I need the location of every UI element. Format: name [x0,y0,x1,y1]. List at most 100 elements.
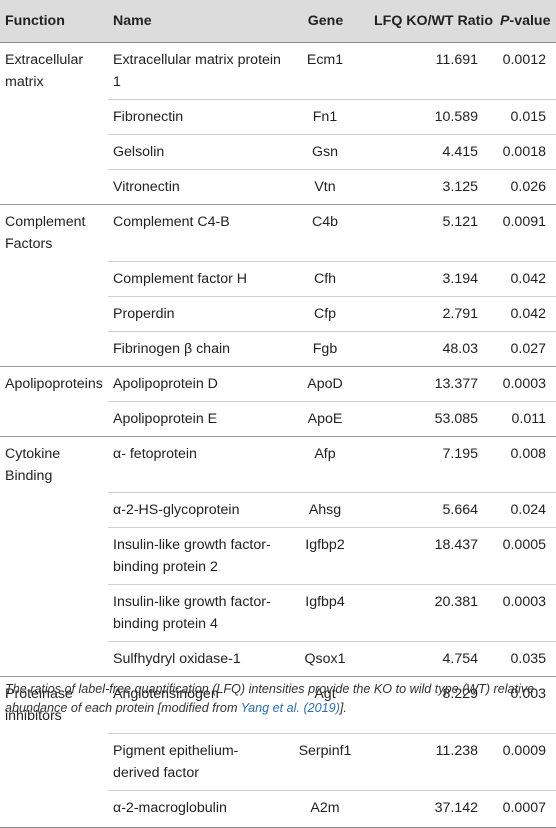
caption-text: The ratios of label-free quantification … [5,682,535,715]
caption-end: ]. [339,701,347,715]
cell-function: Complement Factors [0,204,108,261]
table-row: Gelsolin Gsn 4.415 0.0018 [0,134,556,170]
cell-ratio: 7.195 [364,435,492,493]
cell-ratio: 4.754 [364,641,492,677]
header-p-rest: -value [509,13,551,29]
cell-name: Apolipoprotein D [108,365,286,401]
cell-name: Vitronectin [108,169,286,205]
cell-p-value: 0.015 [492,99,556,135]
cell-gene: Qsox1 [286,641,364,677]
table-row: Apolipoprotein E ApoE 53.085 0.011 [0,400,556,436]
cell-function: Apolipoproteins [0,365,108,401]
cell-p-value: 0.0012 [502,52,546,68]
cell-function [0,733,108,790]
caption-reference-link[interactable]: Yang et al. (2019) [240,701,340,715]
cell-ratio: 5.121 [364,204,492,261]
table-row: Sulfhydryl oxidase-1 Qsox1 4.754 0.035 [0,641,556,677]
cell-gene: Afp [286,435,364,493]
cell-name: Complement factor H [108,260,286,296]
cell-function [0,493,108,528]
cell-ratio: 18.437 [364,527,492,585]
cell-name: Gelsolin [108,134,286,170]
cell-function [0,100,108,135]
cell-gene: Serpinf1 [286,732,364,790]
cell-name: Insulin-like growth factor-binding prote… [108,527,286,585]
cell-name: α- fetoprotein [108,435,286,493]
table-row: Complement factor H Cfh 3.194 0.042 [0,260,556,296]
cell-function [0,296,108,331]
cell-function [0,790,108,828]
table-row: Vitronectin Vtn 3.125 0.026 [0,169,556,205]
cell-name: Fibronectin [108,99,286,135]
cell-gene: Fn1 [286,99,364,135]
header-name: Name [108,0,286,43]
cell-p-value: 0.0018 [492,134,556,170]
cell-gene: Vtn [286,169,364,205]
cell-gene: Igfbp4 [286,584,364,642]
cell-name: Sulfhydryl oxidase-1 [108,641,286,677]
table-row: Pigment epithelium-derived factor Serpinf… [0,732,556,790]
table-row: Apolipoproteins Apolipoprotein D ApoD 13.37… [0,365,556,401]
table-row: α-2-macroglobulin A2m 37.142 0.0007 [0,789,556,828]
cell-p-value: 0.024 [492,492,556,528]
cell-gene: Cfp [286,295,364,331]
cell-gene: A2m [286,789,364,828]
cell-function: Extracellular matrix [5,52,84,90]
cell-p-value: 0.026 [492,169,556,205]
cell-p-value: 0.0009 [492,732,556,790]
table-row: α-2-HS-glycoprotein Ahsg 5.664 0.024 [0,492,556,528]
cell-p-value: 0.0003 [492,584,556,642]
cell-name: α-2-HS-glycoprotein [108,492,286,528]
header-gene: Gene [286,0,364,43]
table-row: Insulin-like growth factor-binding prote… [0,527,556,585]
cell-p-value: 0.0007 [492,789,556,828]
cell-ratio: 3.125 [364,169,492,205]
cell-ratio: 2.791 [364,295,492,331]
cell-ratio: 13.377 [364,365,492,401]
cell-p-value: 0.0003 [492,365,556,401]
table-header: Function Name Gene LFQ KO/WT Ratio P-val… [0,0,556,43]
cell-ratio: 4.415 [364,134,492,170]
header-p-value: P-value [492,0,556,43]
cell-name: α-2-macroglobulin [108,789,286,828]
cell-ratio: 10.589 [364,99,492,135]
cell-ratio: 20.381 [364,584,492,642]
table-row: Fibrinogen β chain Fgb 48.03 0.027 [0,330,556,366]
cell-gene: Gsn [286,134,364,170]
table-row: Insulin-like growth factor-binding prote… [0,584,556,642]
cell-gene: ApoD [286,365,364,401]
cell-function [0,261,108,296]
cell-gene: Cfh [286,260,364,296]
cell-p-value: 0.011 [492,400,556,436]
cell-function [0,135,108,170]
cell-ratio: 53.085 [364,400,492,436]
header-p-italic: P [500,13,510,29]
table-row: Properdin Cfp 2.791 0.042 [0,295,556,331]
header-function: Function [0,0,108,43]
cell-p-value: 0.0005 [492,527,556,585]
cell-p-value: 0.027 [492,330,556,366]
cell-p-value: 0.042 [492,295,556,331]
cell-ratio: 5.664 [364,492,492,528]
cell-function [0,642,108,677]
table-row: Fibronectin Fn1 10.589 0.015 [0,99,556,135]
cell-p-value: 0.042 [492,260,556,296]
cell-p-value: 0.008 [492,435,556,493]
cell-ratio: 11.238 [364,732,492,790]
cell-name: Extracellular matrix protein 1 [113,52,281,90]
cell-ratio: 3.194 [364,260,492,296]
table-row: Cytokine Binding α- fetoprotein Afp 7.195 0.… [0,435,556,493]
cell-name: Insulin-like growth factor-binding prote… [108,584,286,642]
cell-p-value: 0.0091 [492,204,556,261]
cell-name: Fibrinogen β chain [108,330,286,366]
cell-name: Apolipoprotein E [108,400,286,436]
cell-function [0,331,108,366]
table-caption: The ratios of label-free quantification … [5,680,551,718]
cell-ratio: 48.03 [364,330,492,366]
cell-p-value: 0.035 [492,641,556,677]
cell-function: Cytokine Binding [0,435,108,493]
table-row: Extracellular matrix Extracellular matrix… [0,43,556,100]
cell-function [0,401,108,436]
cell-gene: C4b [286,204,364,261]
table-row: Complement Factors Complement C4-B C4b 5.12… [0,204,556,261]
